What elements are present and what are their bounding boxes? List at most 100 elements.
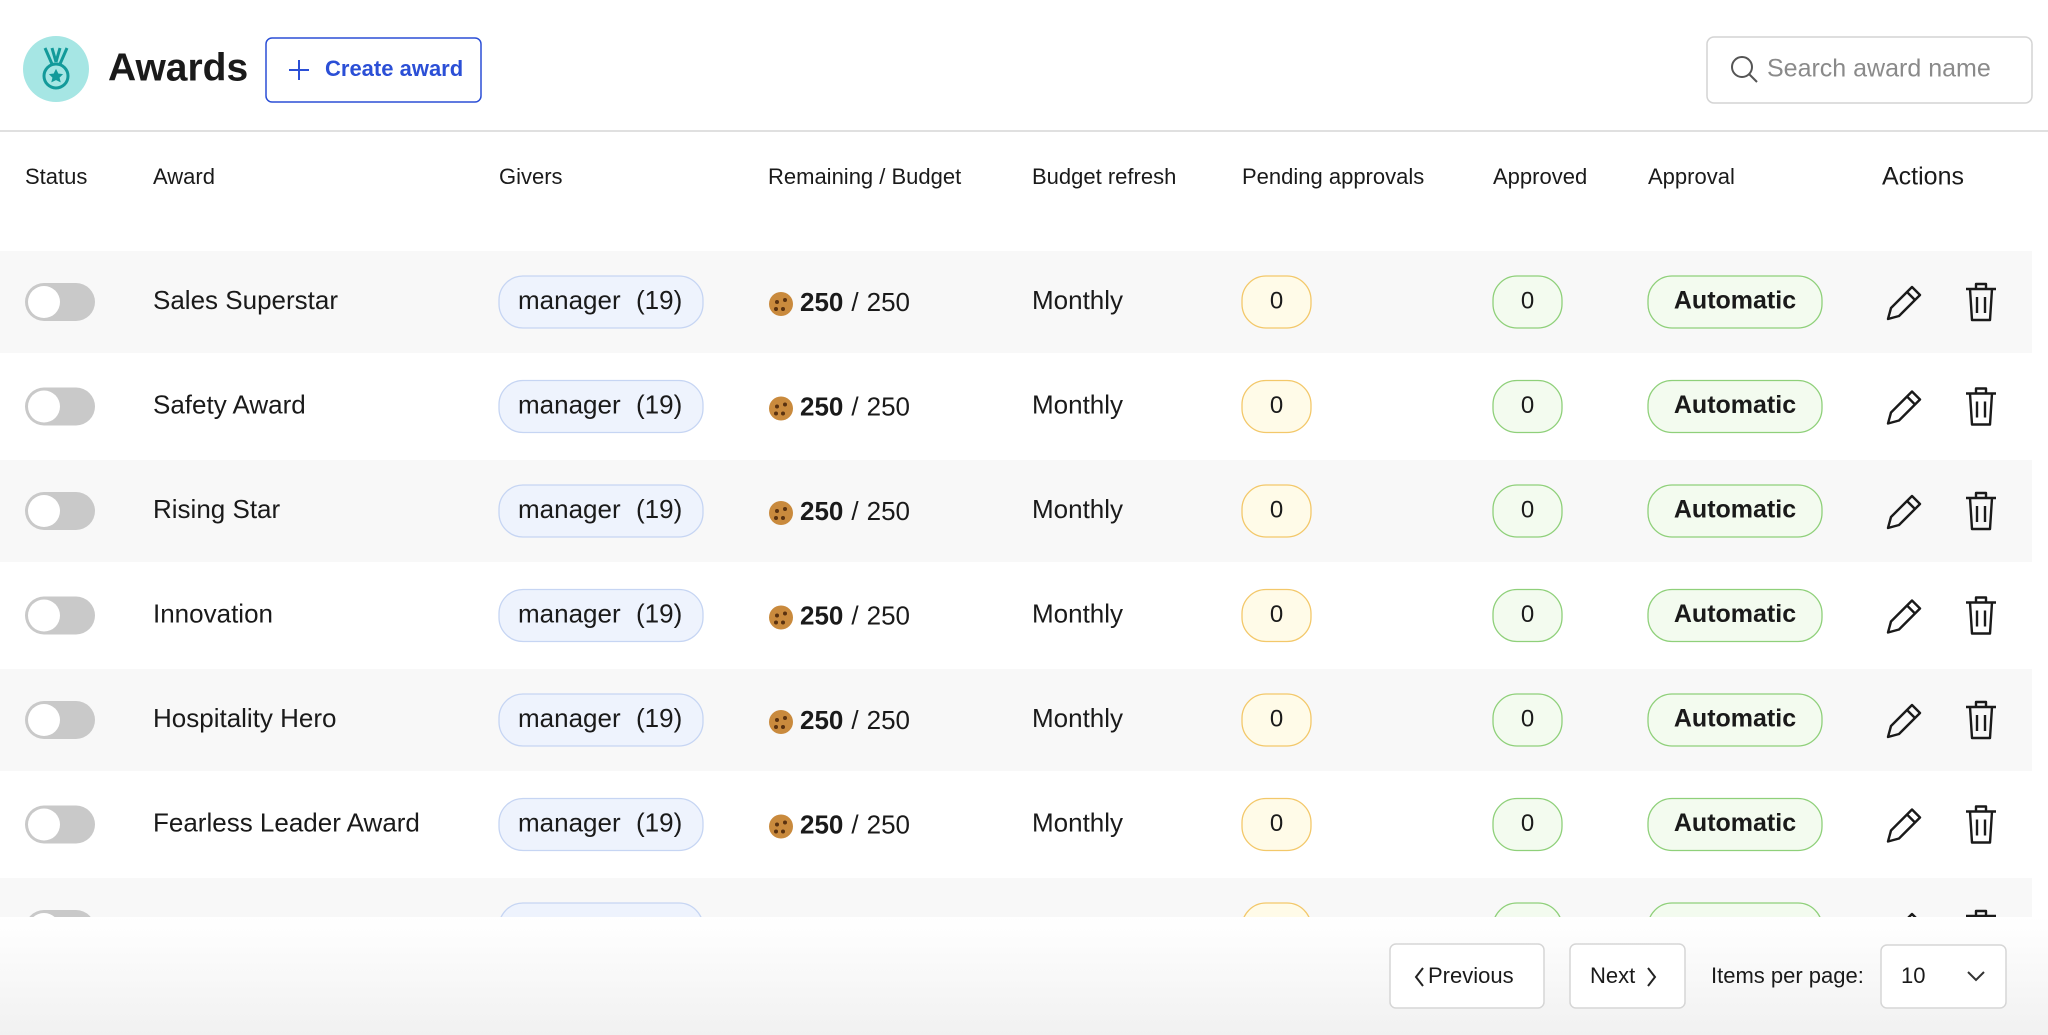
award-name: Fearless Leader Award — [153, 807, 420, 837]
toggle-knob[interactable] — [28, 286, 60, 318]
pending-count: 0 — [1270, 496, 1283, 523]
givers-pill — [498, 588, 704, 643]
budget: 250 — [867, 287, 910, 317]
givers-pill — [498, 379, 704, 434]
search-box[interactable]: Search award name — [1706, 36, 2033, 104]
pending-count: 0 — [1270, 287, 1283, 314]
givers-count: (19) — [636, 494, 682, 524]
search-frame[interactable] — [1706, 36, 2033, 104]
edit-icon[interactable] — [1886, 494, 1922, 530]
pending-pill — [1241, 588, 1312, 643]
toggle-knob[interactable] — [28, 808, 60, 841]
search-icon-handle — [1748, 73, 1758, 83]
cookie-chip — [781, 516, 785, 520]
budget-text: 250 / 250 — [800, 600, 910, 630]
remaining: 250 — [800, 287, 843, 317]
approved-count: 0 — [1521, 287, 1534, 314]
budget-separator: / — [851, 600, 859, 630]
button-label[interactable]: Create award — [325, 56, 463, 81]
budget: 250 — [867, 391, 910, 421]
approval-mode: Automatic — [1674, 496, 1796, 524]
logo-icon — [42, 47, 70, 90]
givers-count: (19) — [636, 389, 682, 419]
pending-pill — [1241, 693, 1312, 747]
toggle-knob[interactable] — [28, 599, 60, 632]
edit-icon[interactable] — [1886, 285, 1922, 321]
cookie-chip — [783, 820, 787, 825]
cookie-chip — [783, 402, 787, 407]
select-frame[interactable] — [1880, 944, 2007, 1009]
remaining: 250 — [800, 705, 843, 735]
delete-icon[interactable] — [1966, 282, 1996, 322]
pending-pill — [1243, 902, 1310, 917]
cookie-icon — [769, 501, 793, 525]
givers-pill — [500, 902, 702, 917]
edit-icon[interactable] — [1886, 808, 1922, 843]
givers-pill — [498, 275, 704, 329]
button-label[interactable]: Previous — [1428, 963, 1514, 988]
approved-pill — [1492, 797, 1563, 852]
next-button[interactable]: Next — [1569, 943, 1686, 1009]
budget-text: 250 / 250 — [800, 391, 910, 421]
pending-count: 0 — [1270, 392, 1283, 419]
search-placeholder[interactable]: Search award name — [1767, 55, 1991, 83]
delete-icon[interactable] — [1966, 491, 1996, 531]
pending-pill — [1241, 275, 1312, 329]
edit-icon[interactable] — [1886, 599, 1922, 634]
button-frame[interactable] — [1569, 943, 1686, 1009]
givers-count: (19) — [636, 598, 682, 628]
delete-icon[interactable] — [1966, 805, 1996, 844]
pagination: Previous Next Items per page: 10 — [0, 917, 2048, 1035]
budget: 250 — [867, 809, 910, 839]
button-frame[interactable] — [265, 37, 482, 103]
cookie-chip — [774, 725, 778, 729]
select-value[interactable]: 10 — [1901, 963, 1925, 988]
delete-icon[interactable] — [1966, 596, 1996, 635]
page-title: Awards — [108, 46, 248, 89]
button-frame[interactable] — [1389, 943, 1545, 1009]
edit-icon[interactable] — [1886, 703, 1922, 739]
budget-separator: / — [851, 496, 859, 526]
approved-count: 0 — [1521, 810, 1534, 837]
toggle-knob[interactable] — [28, 704, 60, 736]
delete-icon[interactable] — [1966, 387, 1996, 426]
remaining: 250 — [800, 600, 843, 630]
cookie-icon — [769, 292, 793, 316]
givers-role: manager — [518, 598, 621, 628]
column-header: Budget refresh — [1032, 164, 1176, 189]
budget-refresh: Monthly — [1032, 598, 1123, 628]
delete-icon[interactable] — [1966, 909, 1996, 947]
budget: 250 — [867, 600, 910, 630]
award-row: Hospitality Hero manager (19) 250 / 250 Monthl… — [0, 669, 2032, 771]
create-award-button[interactable]: Create award — [265, 37, 482, 103]
cookie-icon — [769, 710, 793, 734]
button-label[interactable]: Next — [1590, 963, 1635, 988]
cookie-icon — [769, 605, 793, 630]
givers-count: (19) — [636, 285, 682, 315]
delete-icon[interactable] — [1966, 700, 1996, 740]
cookie-chip — [781, 725, 785, 729]
toggle-knob[interactable] — [28, 495, 60, 527]
column-header: Pending approvals — [1242, 164, 1424, 189]
edit-icon[interactable] — [1886, 390, 1922, 425]
cookie-icon — [769, 814, 793, 839]
approval-pill — [1647, 588, 1823, 643]
remaining: 250 — [800, 496, 843, 526]
budget-separator: / — [851, 705, 859, 735]
budget-refresh: Monthly — [1032, 389, 1123, 419]
previous-button[interactable]: Previous — [1389, 943, 1545, 1009]
chevron-left — [1414, 967, 1424, 987]
items-per-page-select[interactable]: 10 — [1880, 944, 2007, 1009]
cookie-chip — [774, 307, 778, 311]
budget: 250 — [867, 705, 910, 735]
toggle-knob[interactable] — [28, 390, 60, 423]
approval-pill — [1647, 275, 1823, 329]
givers-role: manager — [518, 494, 621, 524]
approved-count: 0 — [1521, 392, 1534, 419]
toggle-knob[interactable] — [28, 913, 60, 945]
approval-pill — [1647, 797, 1823, 852]
budget-separator: / — [851, 809, 859, 839]
column-header: Status — [25, 164, 87, 189]
budget-refresh: Monthly — [1032, 807, 1123, 837]
cookie-icon — [769, 396, 793, 421]
